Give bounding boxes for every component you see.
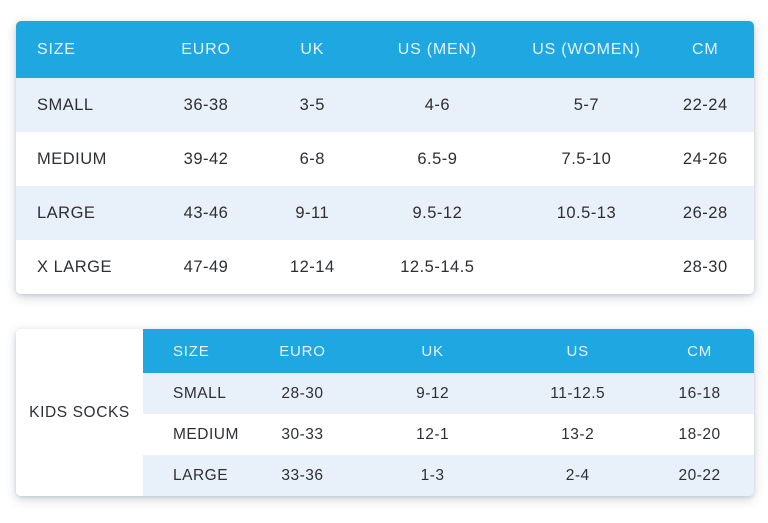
table-cell: 3-5 <box>266 78 359 132</box>
table-cell: 47-49 <box>145 240 267 294</box>
table-row: SMALL 28-30 9-12 11-12.5 16-18 <box>143 373 754 414</box>
table-cell: 16-18 <box>645 373 754 414</box>
table-cell: 36-38 <box>145 78 267 132</box>
table-cell: 6.5-9 <box>358 132 517 186</box>
table-cell: 1-3 <box>355 455 511 496</box>
adult-table-body: SMALL 36-38 3-5 4-6 5-7 22-24 MEDIUM 39-42 6-8 6.… <box>16 78 754 294</box>
table-cell: LARGE <box>16 186 146 240</box>
kids-socks-label: KIDS SOCKS <box>29 403 130 421</box>
adult-table-header: SIZE EURO UK US (MEN) US (WOMEN) CM <box>16 21 754 78</box>
table-cell: 30-33 <box>249 414 355 455</box>
table-cell: 39-42 <box>145 132 267 186</box>
table-cell: 12-14 <box>266 240 359 294</box>
kids-size-table-wrap: SIZE EURO UK US CM SMALL 28-30 9-12 11-12.5 16-1… <box>143 329 754 496</box>
table-cell: MEDIUM <box>143 414 250 455</box>
table-row: SMALL 36-38 3-5 4-6 5-7 22-24 <box>16 78 754 132</box>
table-cell: LARGE <box>143 455 250 496</box>
table-row: LARGE 43-46 9-11 9.5-12 10.5-13 26-28 <box>16 186 754 240</box>
table-cell: 11-12.5 <box>510 373 646 414</box>
table-cell: 18-20 <box>645 414 754 455</box>
table-cell: MEDIUM <box>16 132 146 186</box>
table-cell: SMALL <box>143 373 250 414</box>
table-cell: 2-4 <box>510 455 646 496</box>
table-cell: 7.5-10 <box>516 132 657 186</box>
table-cell: 5-7 <box>516 78 657 132</box>
table-row: MEDIUM 30-33 12-1 13-2 18-20 <box>143 414 754 455</box>
table-cell: SMALL <box>16 78 146 132</box>
table-cell: 13-2 <box>510 414 646 455</box>
table-cell: 24-26 <box>656 132 754 186</box>
table-cell: 43-46 <box>145 186 267 240</box>
table-cell: 6-8 <box>266 132 359 186</box>
table-cell: 26-28 <box>656 186 754 240</box>
table-row: LARGE 33-36 1-3 2-4 20-22 <box>143 455 754 496</box>
kids-socks-card: KIDS SOCKS SIZE EURO UK US CM SMALL 28-30 9-12… <box>16 329 754 496</box>
table-cell: 20-22 <box>645 455 754 496</box>
kids-table-body: SMALL 28-30 9-12 11-12.5 16-18 MEDIUM 30-33 12-… <box>143 373 754 496</box>
column-header: US (MEN) <box>358 21 517 78</box>
adult-size-card: SIZE EURO UK US (MEN) US (WOMEN) CM SMALL 36-3… <box>16 21 754 294</box>
table-cell: 9.5-12 <box>358 186 517 240</box>
column-header: EURO <box>249 329 355 373</box>
table-cell: 9-12 <box>355 373 511 414</box>
column-header: SIZE <box>143 329 250 373</box>
table-row: MEDIUM 39-42 6-8 6.5-9 7.5-10 24-26 <box>16 132 754 186</box>
column-header: EURO <box>145 21 267 78</box>
adult-size-table: SIZE EURO UK US (MEN) US (WOMEN) CM SMALL 36-3… <box>16 21 754 294</box>
table-cell: X LARGE <box>16 240 146 294</box>
kids-socks-label-area: KIDS SOCKS <box>16 329 143 496</box>
column-header: US <box>510 329 646 373</box>
table-cell: 12.5-14.5 <box>358 240 517 294</box>
column-header: UK <box>266 21 359 78</box>
table-cell <box>516 240 657 294</box>
table-row: X LARGE 47-49 12-14 12.5-14.5 28-30 <box>16 240 754 294</box>
table-cell: 28-30 <box>656 240 754 294</box>
column-header: CM <box>645 329 754 373</box>
table-cell: 10.5-13 <box>516 186 657 240</box>
table-cell: 4-6 <box>358 78 517 132</box>
table-cell: 22-24 <box>656 78 754 132</box>
kids-size-table: SIZE EURO UK US CM SMALL 28-30 9-12 11-12.5 16-1… <box>143 329 754 496</box>
kids-table-header: SIZE EURO UK US CM <box>143 329 754 373</box>
column-header: UK <box>355 329 511 373</box>
column-header: SIZE <box>16 21 146 78</box>
table-cell: 28-30 <box>249 373 355 414</box>
column-header: CM <box>656 21 754 78</box>
table-cell: 12-1 <box>355 414 511 455</box>
column-header: US (WOMEN) <box>516 21 657 78</box>
table-cell: 9-11 <box>266 186 359 240</box>
table-cell: 33-36 <box>249 455 355 496</box>
